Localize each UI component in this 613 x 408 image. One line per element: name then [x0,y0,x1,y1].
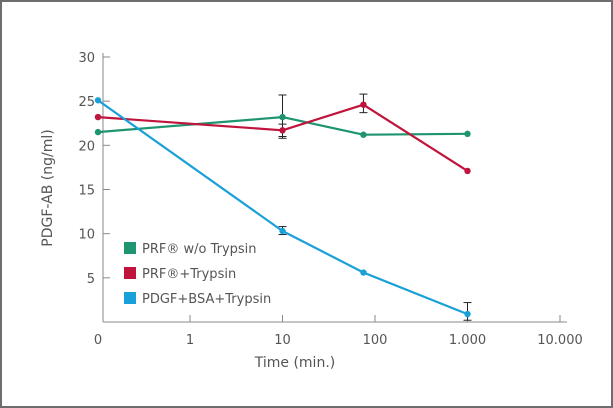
y-tick-label: 30 [78,51,95,66]
y-tick-label: 5 [87,272,95,287]
series-line [97,99,468,316]
y-tick-label: 20 [78,139,95,154]
data-point [360,101,367,108]
legend-swatch [124,292,136,304]
series-layer [94,93,472,321]
series-3 [94,97,472,321]
legend-label: PRF®+Trypsin [142,267,236,282]
y-tick-label: 15 [78,184,95,199]
data-point [279,127,286,134]
legend-item: PRF® w/o Trypsin [124,242,257,257]
data-point [94,128,102,136]
data-point [279,227,286,235]
legend-label: PDGF+BSA+Trypsin [142,292,271,307]
legend-swatch [124,267,136,279]
x-axis: 0 1 10 100 1.000 10.000 [94,315,583,348]
legend-item: PRF®+Trypsin [124,267,236,282]
data-point [279,113,286,121]
x-tick-label: 10.000 [537,333,583,348]
y-tick-label: 10 [78,228,95,243]
series-2 [94,93,471,175]
data-point [94,97,102,104]
x-axis-title: Time (min.) [254,355,336,371]
x-tick-label: 0 [94,333,102,348]
data-point [464,167,471,175]
legend-swatch [124,242,136,254]
data-point [360,269,367,276]
legend: PRF® w/o Trypsin PRF®+Trypsin PDGF+BSA+Try… [124,242,271,307]
data-point [94,113,102,121]
y-axis-title: PDGF-AB (ng/ml) [40,129,56,246]
x-tick-label: 10 [274,333,291,348]
x-tick-label: 100 [363,333,388,348]
data-point [360,131,367,138]
data-point [464,130,471,138]
x-tick-label: 1.000 [449,333,486,348]
data-point [464,310,471,318]
y-axis: 5 10 15 20 25 30 [78,51,110,322]
legend-label: PRF® w/o Trypsin [142,242,257,257]
y-tick-label: 25 [78,95,95,110]
x-tick-label: 1 [186,333,194,348]
legend-item: PDGF+BSA+Trypsin [124,292,271,307]
series-line [97,103,469,172]
